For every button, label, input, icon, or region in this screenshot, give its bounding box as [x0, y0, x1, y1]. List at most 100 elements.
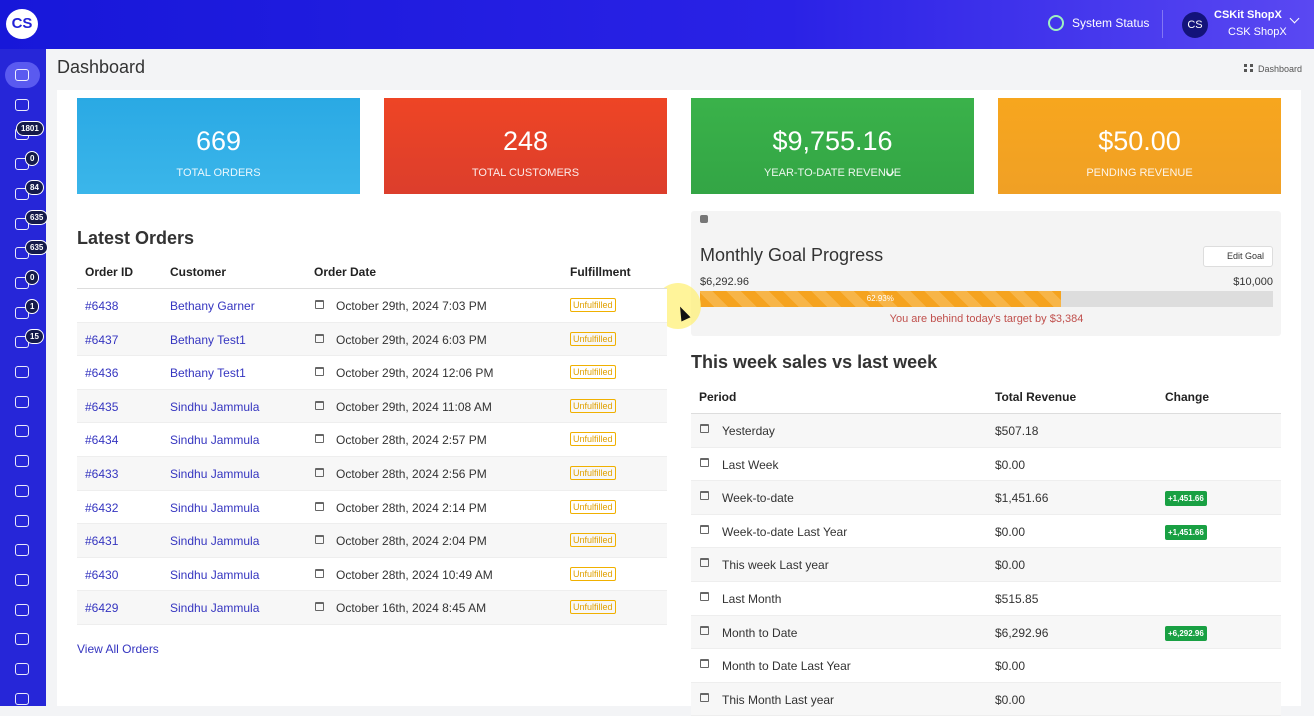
goal-title: Monthly Goal Progress	[700, 245, 884, 265]
breadcrumb-icon	[1244, 64, 1253, 72]
order-id[interactable]: #6432	[85, 500, 119, 515]
nav-icon[interactable]	[15, 455, 29, 468]
calendar-icon	[315, 468, 324, 477]
period: Yesterday	[722, 424, 775, 438]
order-id[interactable]: #6437	[85, 332, 119, 347]
order-id[interactable]: #6430	[85, 567, 119, 582]
nav-icon[interactable]	[15, 514, 29, 527]
order-id[interactable]: #6431	[85, 534, 119, 549]
order-id[interactable]: #6433	[85, 467, 119, 481]
topbar: CS System Status CS CSKit ShopX CSK Shop…	[0, 0, 1314, 49]
calendar-icon	[315, 333, 324, 343]
order-id[interactable]: #6436	[85, 366, 119, 381]
edit-goal-button[interactable]: Edit Goal	[1203, 246, 1273, 267]
order-date: October 29th, 2024 6:03 PM	[336, 332, 487, 347]
row	[77, 322, 667, 357]
view-all-link[interactable]: View All Orders	[77, 642, 159, 656]
nav-icon[interactable]	[15, 425, 29, 438]
fulfillment-badge: Unfulfilled	[570, 499, 616, 514]
change-badge: +1,451.66	[1165, 491, 1207, 507]
calendar-icon	[700, 659, 709, 669]
customer[interactable]: Sindhu Jammula	[170, 433, 260, 448]
calendar-icon	[315, 568, 324, 578]
system-status[interactable]: System Status	[1072, 16, 1150, 30]
order-date: October 28th, 2024 10:49 AM	[336, 567, 493, 582]
nav-badge: 635	[25, 210, 49, 226]
revenue: $0.00	[995, 524, 1026, 539]
fulfillment-badge: Unfulfilled	[570, 398, 616, 413]
calendar-icon	[700, 424, 709, 433]
lock-icon	[700, 215, 708, 223]
customer[interactable]: Sindhu Jammula	[170, 399, 260, 414]
row	[691, 649, 1281, 683]
order-date: October 16th, 2024 8:45 AM	[336, 601, 487, 616]
calendar-icon	[315, 400, 324, 410]
nav-icon[interactable]	[15, 98, 29, 111]
stat-value: $50.00	[1098, 126, 1181, 156]
period: Last Week	[722, 457, 779, 472]
row	[691, 447, 1281, 482]
status-icon	[1048, 15, 1064, 31]
avatar[interactable]: CS	[1182, 12, 1208, 38]
fulfillment-badge: Unfulfilled	[570, 432, 616, 447]
row	[77, 423, 667, 457]
stat-label: TOTAL ORDERS	[176, 167, 261, 179]
customer[interactable]: Sindhu Jammula	[170, 567, 260, 582]
fulfillment-badge: Unfulfilled	[570, 365, 616, 380]
calendar-icon	[700, 558, 709, 568]
fulfillment-badge: Unfulfilled	[570, 331, 616, 346]
nav-icon[interactable]	[15, 663, 29, 675]
fulfillment-badge: Unfulfilled	[570, 533, 616, 548]
nav-icon[interactable]	[15, 395, 29, 408]
period: Month to Date Last Year	[722, 659, 851, 674]
customer[interactable]: Sindhu Jammula	[170, 467, 260, 481]
logo[interactable]: CS	[6, 9, 38, 39]
stat-card: 248 TOTAL CUSTOMERS	[384, 98, 667, 194]
nav-icon[interactable]	[15, 573, 29, 586]
customer[interactable]: Bethany Test1	[170, 366, 246, 381]
row	[77, 289, 667, 323]
period: Last Month	[722, 592, 782, 606]
order-id[interactable]: #6438	[85, 299, 119, 313]
row	[77, 490, 667, 525]
customer[interactable]: Bethany Garner	[170, 299, 255, 313]
column-header: Fulfillment	[570, 265, 631, 279]
nav-icon[interactable]	[15, 366, 29, 378]
nav-badge: 1	[25, 299, 40, 315]
customer[interactable]: Sindhu Jammula	[170, 601, 260, 616]
account-name[interactable]: CSKit ShopX	[1214, 9, 1282, 21]
calendar-icon	[700, 692, 709, 702]
revenue: $507.18	[995, 424, 1039, 438]
nav-icon[interactable]	[15, 484, 29, 497]
order-id[interactable]: #6429	[85, 601, 119, 616]
store-name[interactable]: CSK ShopX	[1228, 26, 1287, 38]
change-badge: +6,292.96	[1165, 625, 1207, 641]
period: This week Last year	[722, 558, 829, 573]
nav-badge: 84	[25, 180, 44, 196]
fulfillment-badge: Unfulfilled	[570, 600, 616, 615]
nav-icon[interactable]	[15, 544, 29, 557]
calendar-icon	[315, 535, 324, 545]
customer[interactable]: Sindhu Jammula	[170, 534, 260, 549]
nav-icon[interactable]	[15, 603, 29, 616]
nav-icon[interactable]	[15, 692, 29, 705]
period: Month to Date	[722, 625, 798, 640]
order-id[interactable]: #6435	[85, 399, 119, 414]
order-id[interactable]: #6434	[85, 433, 119, 448]
nav-icon[interactable]	[15, 633, 29, 646]
customer[interactable]: Bethany Test1	[170, 332, 246, 347]
breadcrumb[interactable]: Dashboard	[1258, 64, 1303, 74]
calendar-icon	[315, 501, 324, 511]
calendar-icon	[700, 592, 709, 601]
row	[691, 582, 1281, 616]
revenue: $1,451.66	[995, 491, 1049, 506]
order-date: October 29th, 2024 11:08 AM	[336, 399, 492, 414]
section-title: This week sales vs last week	[691, 352, 938, 372]
stat-label: PENDING REVENUE	[1086, 167, 1193, 179]
customer[interactable]: Sindhu Jammula	[170, 500, 260, 515]
nav-icon[interactable]	[15, 69, 29, 81]
order-date: October 28th, 2024 2:04 PM	[336, 534, 487, 549]
stat-card[interactable]: $9,755.16 YEAR-TO-DATE REVENUE	[691, 98, 974, 194]
